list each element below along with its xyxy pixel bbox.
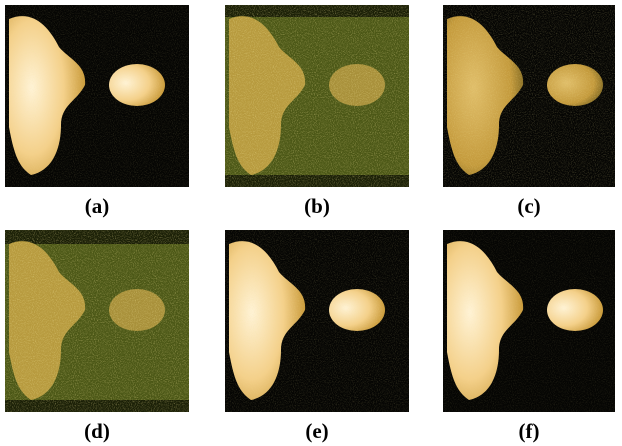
panel-image [443,230,615,412]
figure: (a) (b) (c) (d) (e) (f) [0,0,622,446]
panel-label: (c) [517,194,540,218]
panel-label: (b) [304,194,330,218]
panel-label: (d) [84,419,110,443]
panel-label: (e) [305,419,328,443]
panel-label: (f) [519,419,540,443]
panel-image [225,230,409,412]
panel-image [5,230,189,412]
panel-image [443,5,615,187]
panel-label: (a) [85,194,110,218]
panel-image [5,5,189,187]
panel-image [225,5,409,187]
